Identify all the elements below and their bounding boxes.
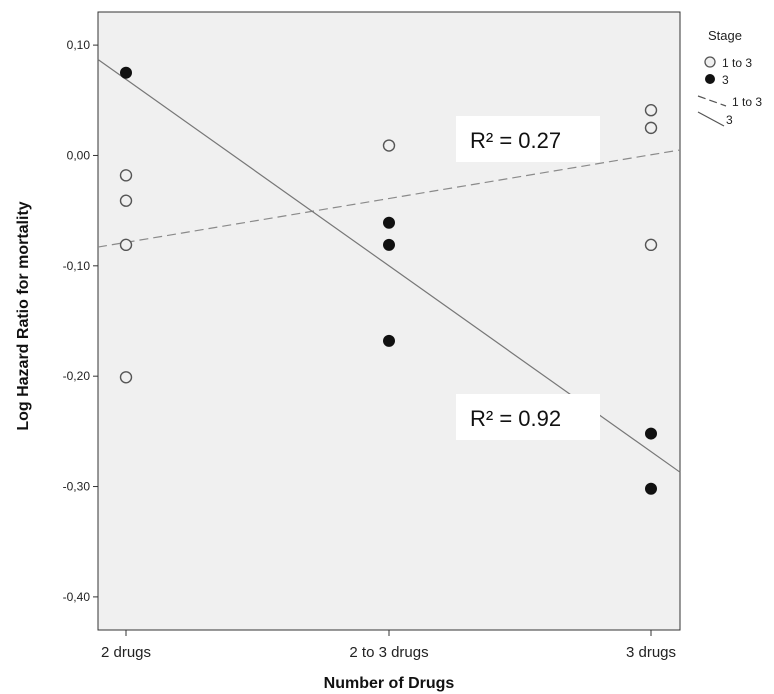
r2-annotation-box: [456, 394, 600, 440]
dashed-line-icon: [697, 95, 727, 107]
legend-title: Stage: [708, 28, 742, 43]
legend-label: 3: [722, 73, 729, 87]
open-circle-marker-icon: [704, 56, 716, 68]
data-point-open: [119, 169, 133, 182]
legend-label: 3: [726, 113, 733, 127]
legend-label: 1 to 3: [722, 56, 752, 70]
legend-entry-open-circle: 1 to 3: [704, 56, 752, 70]
data-point-filled: [383, 216, 395, 229]
data-point-open: [119, 371, 133, 384]
data-point-open: [644, 104, 658, 117]
y-axis-title: Log Hazard Ratio for mortality: [15, 201, 32, 430]
data-point-filled: [383, 238, 395, 251]
y-tick-label: 0,10: [67, 38, 91, 52]
x-tick-label: 2 drugs: [101, 644, 151, 661]
y-tick-label: 0,00: [67, 148, 91, 162]
r2-annotation-box: [456, 116, 600, 162]
y-tick-label: -0,30: [63, 480, 91, 494]
x-axis-title: Number of Drugs: [324, 675, 455, 692]
y-tick-label: -0,20: [63, 369, 91, 383]
data-points: [119, 66, 658, 495]
data-point-filled: [645, 482, 657, 495]
legend: Stage 1 to 3 3 1 to 3 3: [697, 28, 762, 127]
y-axis: 0,10 0,00 -0,10 -0,20 -0,30 -0,40: [63, 38, 98, 604]
legend-entry-solid-line: 3: [697, 111, 733, 127]
r2-annotation-text: R² = 0.92: [470, 406, 561, 431]
r2-annotation-stage-3: R² = 0.92: [456, 394, 600, 440]
data-point-open: [382, 139, 396, 152]
y-tick-label: -0,10: [63, 259, 91, 273]
data-point-open: [119, 194, 133, 207]
legend-label: 1 to 3: [732, 95, 762, 109]
solid-line-icon: [697, 111, 725, 127]
data-point-open: [644, 238, 658, 252]
data-point-open: [644, 121, 658, 135]
r2-annotation-stage-1-to-3: R² = 0.27: [456, 116, 600, 162]
data-point-filled: [383, 334, 395, 347]
x-tick-label: 3 drugs: [626, 644, 676, 661]
y-tick-label: -0,40: [63, 590, 91, 604]
r2-annotation-text: R² = 0.27: [470, 128, 561, 153]
x-axis: 2 drugs 2 to 3 drugs 3 drugs: [101, 630, 676, 661]
legend-entry-filled-circle: 3: [705, 73, 729, 87]
filled-circle-marker-icon: [705, 74, 715, 84]
data-point-open: [119, 238, 133, 252]
x-tick-label: 2 to 3 drugs: [349, 644, 428, 661]
plot-area: [97, 11, 681, 631]
fit-line-dashed: [97, 149, 681, 248]
data-point-filled: [645, 427, 657, 440]
legend-entry-dashed-line: 1 to 3: [697, 95, 762, 109]
data-point-filled: [120, 66, 132, 79]
